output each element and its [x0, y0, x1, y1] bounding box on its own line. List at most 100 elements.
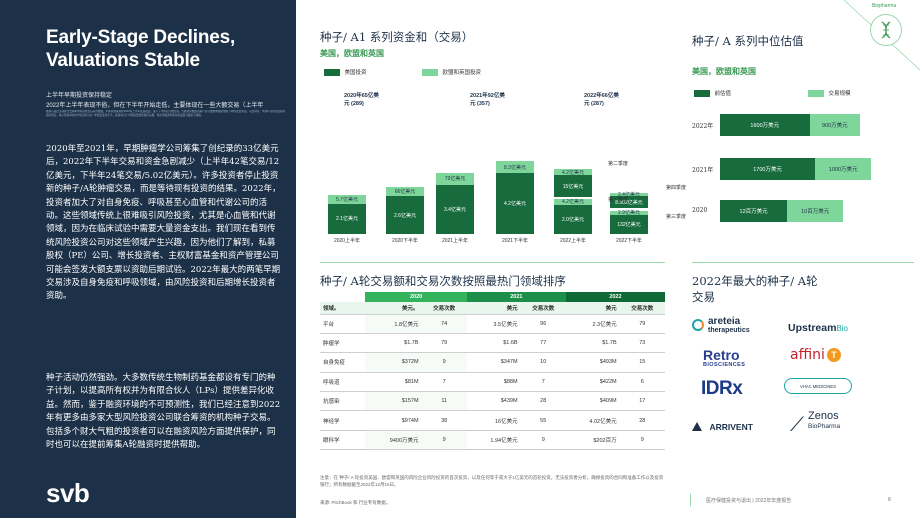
- cell-value: 10: [520, 352, 566, 373]
- legend-label-deal: 交易规模: [828, 91, 851, 97]
- retro-name: Retro: [703, 347, 740, 363]
- cell-value: $1.6B: [466, 333, 521, 354]
- table-row: 呼吸道 $81M 7 $88M 7 $422M 6: [320, 372, 665, 393]
- header-deals-2022: 交易次数: [619, 302, 665, 315]
- cell-value: 73: [619, 333, 665, 354]
- header-deals-2021: 交易次数: [520, 302, 566, 315]
- cell-value: 11: [421, 391, 467, 412]
- side-label-q4: 第四季度: [666, 185, 687, 191]
- hbar-deal-0: 900万美元: [809, 114, 860, 136]
- cell-value: 79: [421, 333, 467, 354]
- side-label-q1: 第一季度: [608, 197, 629, 203]
- cell-value: 9: [619, 430, 665, 451]
- chart1-title: 种子/ A1 系列资金和（交易）: [320, 30, 474, 44]
- cell-value: $202百万: [565, 430, 620, 451]
- header-sector: 领域。: [320, 302, 366, 315]
- annotation-2022-line-1: 2022年66亿美: [584, 93, 619, 99]
- cell-value: $157M: [365, 391, 422, 412]
- cell-value: 2.3亿美元: [565, 314, 620, 334]
- cell-value: 1.94亿美元: [466, 430, 521, 451]
- bar-us-q2-4: 15亿美元: [554, 175, 592, 197]
- cell-value: $493M: [565, 352, 620, 373]
- y-tick-0: 2022年: [692, 123, 714, 130]
- cell-value: $974M: [365, 410, 422, 431]
- svb-logo: svb: [46, 478, 90, 508]
- affini-t-icon: T: [826, 347, 841, 362]
- annotation-2021-line-1: 2021年92亿美: [470, 93, 505, 99]
- legend-swatch-us: [324, 69, 340, 77]
- retro-sub: BIOSCIENCES: [703, 362, 746, 368]
- year-2021: 2021: [466, 292, 566, 302]
- cell-value: $88M: [466, 372, 521, 393]
- bar-us-4: 2.0亿美元: [554, 205, 592, 234]
- body-paragraph-2: 种子活动仍然强劲。大多数传统生物制药基金都设有专门的种子计划，以提高所有权并为有…: [46, 373, 281, 451]
- bar-us-5: 132亿美元: [610, 214, 648, 234]
- bar-eu-1: 66亿美元: [386, 186, 424, 197]
- bar-eu-4: 4.2亿美元: [554, 198, 592, 205]
- bar-eu-2: 79亿美元: [436, 173, 474, 185]
- page-title-line-2: Valuations Stable: [46, 50, 200, 71]
- deals-title-line-1: 2022年最大的种子/ A轮: [692, 274, 818, 288]
- chart1-legend-eu: 欧盟和英国投资: [422, 68, 481, 77]
- table-row: 肿瘤学 $1.7B 79 $1.6B 77 $1.7B 73: [320, 333, 665, 354]
- cell-sector: 神经学: [320, 410, 366, 431]
- header-deals-2020: 交易次数: [421, 302, 467, 315]
- chart1-annotation-2022: 2022年66亿美 元 (287): [584, 92, 619, 108]
- cell-sector: 平台: [320, 314, 366, 334]
- legend-label-prev: 前估值: [714, 91, 732, 97]
- areteia-icon: [692, 319, 704, 331]
- cell-value: 55: [520, 410, 566, 431]
- deals-title-line-2: 交易: [692, 290, 715, 304]
- table-footnote: 注意：在 种子/ A 轮投资美国、欧盟和英国的风险企业风险投资的首次投资，以及任…: [320, 475, 664, 487]
- bar-eu-q2-4: 4.2亿美元: [554, 169, 592, 176]
- cell-value: 6: [619, 372, 665, 393]
- chart2-legend-deal: 交易规模: [808, 89, 851, 98]
- biopharma-tag: Biopharma: [838, 0, 920, 70]
- bar-us-q2-5: 8.502亿美元: [610, 196, 648, 209]
- table-row: 抗感染 $157M 11 $439M 28 $409M 17: [320, 391, 665, 412]
- zenos-icon: ⟋: [790, 412, 804, 436]
- hbar-prev-2: 12百万美元: [720, 200, 788, 222]
- cell-sector: 呼吸道: [320, 372, 366, 393]
- cell-value: 7: [520, 372, 566, 393]
- year-spacer: [320, 292, 365, 302]
- deals-title: 2022年最大的种子/ A轮 交易: [692, 273, 818, 305]
- logo-areteia: areteia therapeutics: [692, 316, 772, 338]
- hbar-deal-2: 10百万美元: [787, 200, 844, 222]
- table-row: 神经学 $974M 38 16亿美元 55 4.02亿美元 28: [320, 410, 665, 431]
- y-tick-1: 2021年: [692, 167, 714, 174]
- vhac-name: VHAC MEDICINES: [799, 383, 837, 389]
- areteia-name: areteia: [708, 316, 741, 327]
- x-tick-0: 2020上半年: [333, 238, 361, 244]
- chart2-plot: 2022年 1600万美元 900万美元 2021年 1700万美元 1000万美元 202…: [692, 108, 914, 228]
- cell-value: 96: [520, 314, 566, 334]
- table-year-row: 2020 2021 2022: [320, 292, 665, 302]
- table-row: 自身免疫 $372M 9 $347M 10 $493M 15: [320, 352, 665, 373]
- page-title: Early-Stage Declines, Valuations Stable: [46, 26, 286, 72]
- logo-affini: affini T: [790, 346, 841, 364]
- sector-table: 2020 2021 2022 领域。 美元。 交易次数 美元 交易次数 美元 交…: [320, 292, 665, 451]
- cell-value: $1.7B: [365, 333, 422, 354]
- cell-sector: 眼科学: [320, 430, 366, 451]
- cell-value: $347M: [466, 352, 521, 373]
- cell-value: 74: [421, 314, 467, 334]
- bar-us-3: 4.2亿美元: [496, 173, 534, 234]
- cell-value: 17: [619, 391, 665, 412]
- cell-value: 9: [421, 430, 467, 451]
- cell-value: 16亿美元: [466, 410, 521, 431]
- chart1-annotation-2020: 2020年65亿美 元 (289): [344, 92, 379, 108]
- upstream-bio: Bio: [836, 324, 848, 333]
- logo-arrivent: ARRIVENT: [692, 418, 753, 436]
- cell-value: 3.5亿美元: [466, 314, 521, 334]
- side-label-q2: 第二季度: [608, 161, 629, 167]
- left-panel: Early-Stage Declines, Valuations Stable …: [0, 0, 296, 518]
- dna-badge: [870, 14, 902, 46]
- bar-eu-3: 8.3亿美元: [496, 161, 534, 174]
- cell-value: $439M: [466, 391, 521, 412]
- arrivent-icon: [692, 422, 702, 432]
- cell-value: $1.7B: [565, 333, 620, 354]
- legend-swatch-prev: [694, 90, 710, 98]
- bar-us-1: 2.6亿美元: [386, 196, 424, 234]
- logo-idrx: IDRx: [701, 378, 743, 399]
- chart2-legend-prev: 前估值: [694, 89, 732, 98]
